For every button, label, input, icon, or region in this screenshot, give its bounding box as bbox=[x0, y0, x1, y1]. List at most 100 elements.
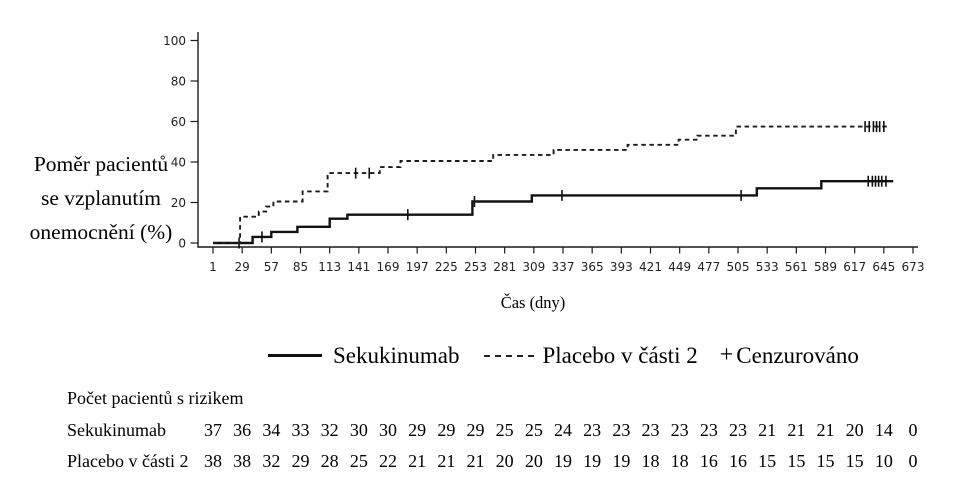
risk-value: 21 bbox=[408, 451, 427, 471]
legend-label-placebo: Placebo v části 2 bbox=[542, 342, 698, 368]
risk-value: 29 bbox=[291, 451, 310, 471]
x-tick-label: 309 bbox=[522, 260, 545, 274]
risk-value: 22 bbox=[379, 451, 397, 471]
risk-value: 21 bbox=[787, 420, 806, 440]
y-tick-label: 60 bbox=[171, 115, 186, 129]
risk-value: 15 bbox=[845, 451, 864, 471]
x-tick-label: 29 bbox=[235, 260, 250, 274]
y-tick-label: 80 bbox=[171, 74, 186, 88]
risk-row-placebo: Placebo v části 2 38 38 32 29 28 25 22 21 21 21 20… bbox=[0, 451, 966, 473]
legend-label-sekukinumab: Sekukinumab bbox=[333, 342, 460, 368]
x-tick-label: 169 bbox=[377, 260, 400, 274]
risk-value: 32 bbox=[262, 451, 281, 471]
x-tick-label: 85 bbox=[293, 260, 308, 274]
risk-value: 23 bbox=[583, 420, 602, 440]
risk-value: 0 bbox=[908, 451, 918, 471]
risk-value: 30 bbox=[379, 420, 397, 440]
km-plot-area: 0 20 40 60 80 100 1 29 57 85 113 141 169 197 225 253 281… bbox=[163, 32, 925, 274]
risk-value: 23 bbox=[641, 420, 660, 440]
risk-value: 16 bbox=[699, 451, 718, 471]
risk-value: 23 bbox=[612, 420, 631, 440]
x-tick-label: 141 bbox=[347, 260, 370, 274]
risk-value: 20 bbox=[495, 451, 514, 471]
risk-value: 19 bbox=[583, 451, 602, 471]
x-tick-label: 449 bbox=[668, 260, 691, 274]
risk-value: 15 bbox=[758, 451, 777, 471]
x-tick-label: 533 bbox=[756, 260, 779, 274]
risk-value: 29 bbox=[408, 420, 427, 440]
legend-label-cenzurovano: Cenzurováno bbox=[736, 342, 859, 368]
placebo-curve bbox=[213, 125, 889, 244]
x-tick-label: 393 bbox=[610, 260, 633, 274]
risk-value: 25 bbox=[495, 420, 514, 440]
x-tick-label: 589 bbox=[814, 260, 837, 274]
legend: Sekukinumab Placebo v části 2 + Cenzurov… bbox=[268, 342, 859, 369]
x-tick-label: 477 bbox=[697, 260, 720, 274]
y-axis-label-line3: onemocnění (%) bbox=[29, 220, 173, 244]
y-axis-label: Poměr pacientů se vzplanutím onemocnění … bbox=[8, 147, 194, 249]
risk-value: 20 bbox=[524, 451, 543, 471]
y-tick-label: 100 bbox=[163, 34, 186, 48]
risk-value: 21 bbox=[816, 420, 835, 440]
legend-dashed-line-swatch bbox=[483, 354, 534, 357]
risk-value: 29 bbox=[437, 420, 456, 440]
y-tick-label: 40 bbox=[171, 155, 186, 169]
risk-value: 20 bbox=[845, 420, 864, 440]
risk-value: 15 bbox=[816, 451, 835, 471]
risk-value: 38 bbox=[233, 451, 252, 471]
risk-value: 23 bbox=[729, 420, 747, 440]
x-axis-label: Čas (dny) bbox=[500, 293, 566, 312]
risk-value: 36 bbox=[233, 420, 252, 440]
risk-value: 29 bbox=[466, 420, 485, 440]
risk-value: 19 bbox=[554, 451, 572, 471]
sekukinumab-curve bbox=[213, 180, 894, 245]
risk-value: 21 bbox=[466, 451, 485, 471]
x-tick-label: 281 bbox=[493, 260, 516, 274]
risk-value: 21 bbox=[758, 420, 777, 440]
x-tick-label: 673 bbox=[902, 260, 925, 274]
risk-value: 24 bbox=[554, 420, 572, 440]
x-tick-label: 365 bbox=[581, 260, 604, 274]
y-tick-label: 20 bbox=[171, 196, 186, 210]
x-tick-label: 113 bbox=[318, 260, 341, 274]
risk-value: 23 bbox=[699, 420, 718, 440]
risk-value: 25 bbox=[349, 451, 368, 471]
risk-value: 37 bbox=[204, 420, 222, 440]
risk-table-title: Počet pacientů s rizikem bbox=[67, 388, 244, 408]
legend-solid-line-swatch bbox=[268, 354, 322, 357]
x-tick-label: 505 bbox=[727, 260, 750, 274]
x-tick-label: 421 bbox=[639, 260, 662, 274]
x-tick-label: 225 bbox=[435, 260, 458, 274]
x-tick-label: 617 bbox=[843, 260, 866, 274]
x-tick-label: 197 bbox=[406, 260, 429, 274]
risk-value: 18 bbox=[641, 451, 660, 471]
risk-value: 25 bbox=[524, 420, 543, 440]
risk-value: 33 bbox=[291, 420, 310, 440]
risk-value: 18 bbox=[670, 451, 689, 471]
y-axis-label-line1: Poměr pacientů bbox=[33, 152, 169, 176]
risk-value: 16 bbox=[729, 451, 747, 471]
risk-value: 14 bbox=[874, 420, 893, 440]
risk-value: 0 bbox=[908, 420, 918, 440]
risk-value: 34 bbox=[262, 420, 281, 440]
risk-value: 28 bbox=[320, 451, 339, 471]
risk-row-label: Placebo v části 2 bbox=[67, 451, 189, 471]
risk-value: 21 bbox=[437, 451, 456, 471]
risk-value: 32 bbox=[320, 420, 339, 440]
y-tick-label: 0 bbox=[178, 236, 186, 250]
x-tick-label: 337 bbox=[552, 260, 575, 274]
x-tick-label: 57 bbox=[264, 260, 279, 274]
x-tick-label: 253 bbox=[464, 260, 487, 274]
y-axis-label-line2: se vzplanutím bbox=[40, 186, 161, 210]
risk-value: 38 bbox=[204, 451, 222, 471]
risk-value: 30 bbox=[349, 420, 368, 440]
risk-value: 19 bbox=[612, 451, 631, 471]
x-tick-label: 645 bbox=[872, 260, 895, 274]
risk-row-sekukinumab: Sekukinumab 37 36 34 33 32 30 30 29 29 29 25 25 24 23… bbox=[0, 420, 966, 442]
risk-row-label: Sekukinumab bbox=[67, 420, 166, 440]
risk-value: 15 bbox=[787, 451, 806, 471]
axes bbox=[197, 32, 918, 248]
legend-censor-plus-icon: + bbox=[719, 342, 734, 368]
x-tick-label: 1 bbox=[209, 260, 217, 274]
